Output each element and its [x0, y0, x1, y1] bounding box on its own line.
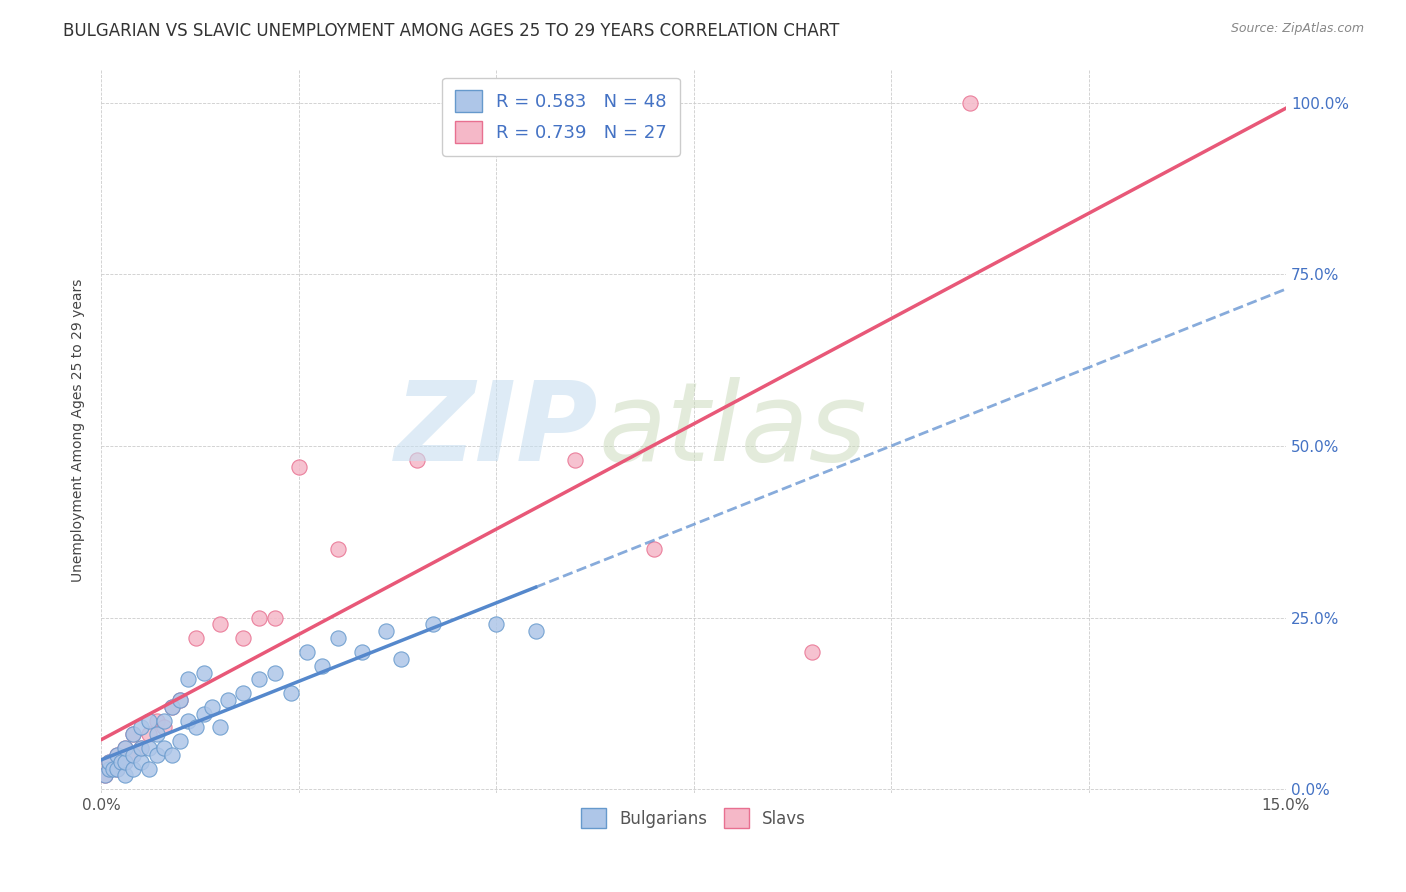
Point — [564, 452, 586, 467]
Point — [280, 686, 302, 700]
Point — [406, 452, 429, 467]
Point — [114, 741, 136, 756]
Point — [350, 645, 373, 659]
Point — [138, 741, 160, 756]
Point — [162, 699, 184, 714]
Point — [145, 714, 167, 728]
Point — [193, 706, 215, 721]
Point — [138, 727, 160, 741]
Point — [105, 762, 128, 776]
Point — [145, 747, 167, 762]
Point — [138, 762, 160, 776]
Point — [121, 747, 143, 762]
Point — [94, 768, 117, 782]
Point — [232, 631, 254, 645]
Point — [129, 741, 152, 756]
Point — [485, 617, 508, 632]
Point — [643, 541, 665, 556]
Point — [374, 624, 396, 639]
Point — [110, 755, 132, 769]
Point — [114, 768, 136, 782]
Point — [101, 762, 124, 776]
Point — [328, 541, 350, 556]
Point — [121, 727, 143, 741]
Point — [145, 727, 167, 741]
Point — [162, 747, 184, 762]
Point — [264, 665, 287, 680]
Point — [328, 631, 350, 645]
Point — [153, 721, 176, 735]
Y-axis label: Unemployment Among Ages 25 to 29 years: Unemployment Among Ages 25 to 29 years — [72, 279, 86, 582]
Point — [98, 762, 121, 776]
Point — [169, 734, 191, 748]
Point — [295, 645, 318, 659]
Point — [105, 762, 128, 776]
Text: atlas: atlas — [599, 377, 868, 484]
Point — [114, 755, 136, 769]
Text: BULGARIAN VS SLAVIC UNEMPLOYMENT AMONG AGES 25 TO 29 YEARS CORRELATION CHART: BULGARIAN VS SLAVIC UNEMPLOYMENT AMONG A… — [63, 22, 839, 40]
Point — [264, 610, 287, 624]
Point — [184, 721, 207, 735]
Point — [114, 741, 136, 756]
Point — [162, 699, 184, 714]
Point — [959, 95, 981, 110]
Point — [105, 747, 128, 762]
Point — [208, 721, 231, 735]
Point — [201, 699, 224, 714]
Point — [217, 693, 239, 707]
Point — [121, 762, 143, 776]
Legend: Bulgarians, Slavs: Bulgarians, Slavs — [574, 801, 813, 835]
Point — [177, 673, 200, 687]
Point — [247, 673, 270, 687]
Point — [389, 652, 412, 666]
Point — [232, 686, 254, 700]
Point — [193, 665, 215, 680]
Point — [121, 727, 143, 741]
Point — [98, 755, 121, 769]
Point — [524, 624, 547, 639]
Point — [801, 645, 824, 659]
Point — [105, 747, 128, 762]
Point — [287, 459, 309, 474]
Point — [208, 617, 231, 632]
Point — [98, 755, 121, 769]
Point — [153, 714, 176, 728]
Point — [184, 631, 207, 645]
Point — [422, 617, 444, 632]
Point — [169, 693, 191, 707]
Point — [114, 755, 136, 769]
Point — [138, 714, 160, 728]
Point — [153, 741, 176, 756]
Point — [247, 610, 270, 624]
Point — [121, 747, 143, 762]
Text: ZIP: ZIP — [395, 377, 599, 484]
Point — [129, 755, 152, 769]
Point — [311, 658, 333, 673]
Point — [94, 768, 117, 782]
Point — [129, 741, 152, 756]
Point — [129, 721, 152, 735]
Point — [169, 693, 191, 707]
Point — [98, 762, 121, 776]
Point — [177, 714, 200, 728]
Text: Source: ZipAtlas.com: Source: ZipAtlas.com — [1230, 22, 1364, 36]
